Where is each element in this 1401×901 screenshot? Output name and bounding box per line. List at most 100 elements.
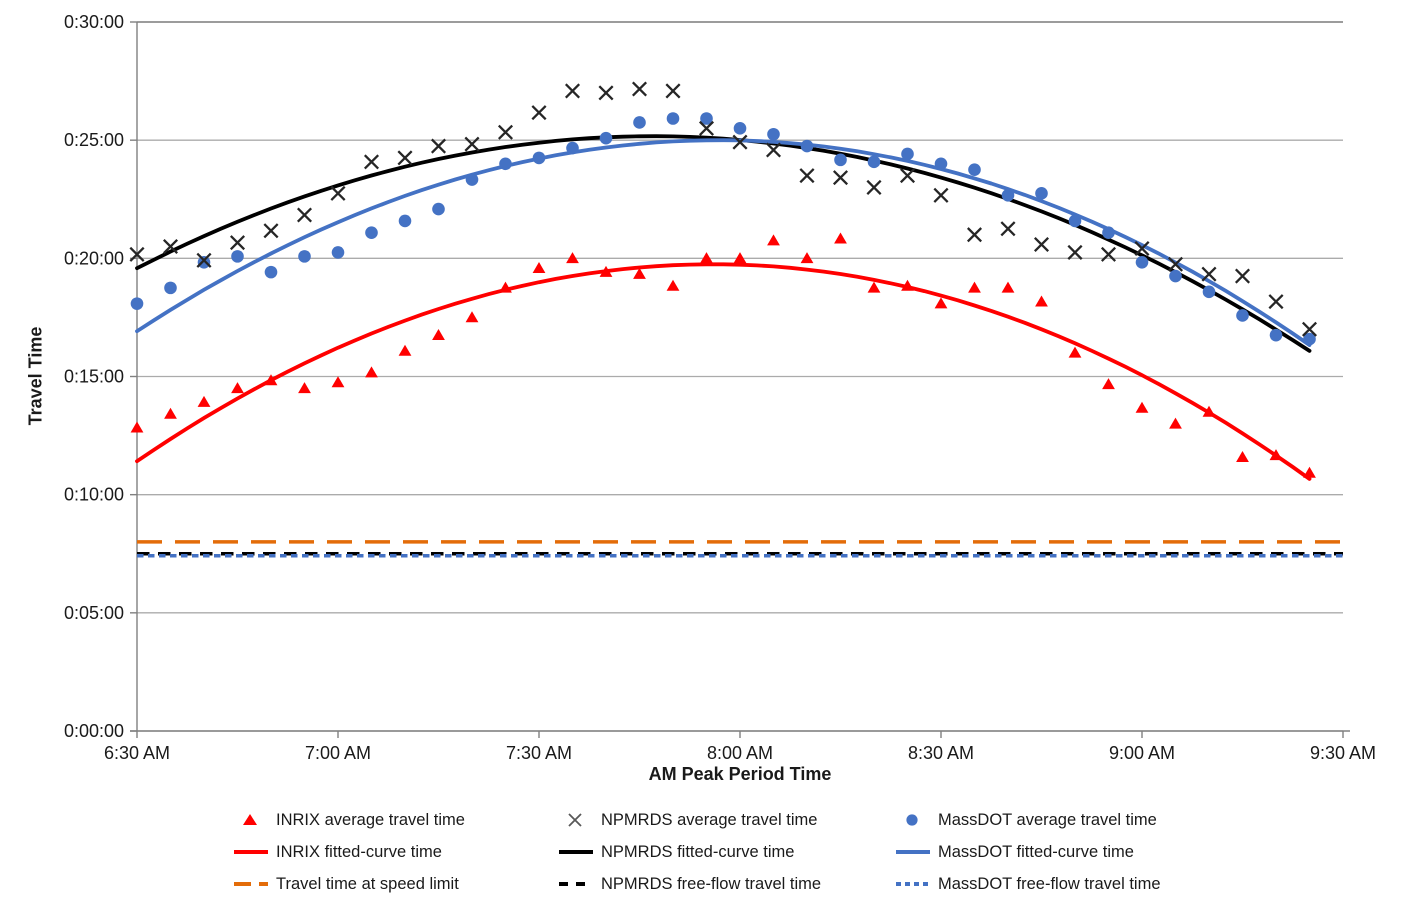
x-tick-label: 8:00 AM bbox=[707, 743, 773, 763]
scatter-point-npmrds bbox=[1167, 256, 1184, 272]
scatter-point-npmrds bbox=[1134, 240, 1150, 256]
y-tick-label: 0:25:00 bbox=[64, 130, 124, 150]
fitted-curve-massdot bbox=[135, 138, 1312, 347]
scatter-point-npmrds bbox=[765, 142, 782, 158]
legend-label: Travel time at speed limit bbox=[276, 874, 459, 893]
scatter-point-npmrds bbox=[866, 179, 882, 195]
legend-label: NPMRDS fitted-curve time bbox=[601, 842, 795, 861]
scatter-point-massdot bbox=[934, 157, 948, 171]
scatter-point-npmrds bbox=[196, 252, 212, 268]
legend-item-massdot-fitted: MassDOT fitted-curve time bbox=[895, 843, 1225, 862]
scatter-point-inrix bbox=[1001, 281, 1015, 293]
chart-legend: INRIX average travel time NPMRDS average… bbox=[233, 804, 1225, 900]
scatter-point-inrix bbox=[1102, 378, 1115, 390]
scatter-point-npmrds bbox=[698, 120, 715, 136]
scatter-point-npmrds bbox=[497, 124, 514, 140]
scatter-point-massdot bbox=[767, 127, 780, 141]
legend-item-massdot-freeflow: MassDOT free-flow travel time bbox=[895, 875, 1225, 894]
scatter-point-inrix bbox=[1169, 417, 1182, 429]
scatter-point-massdot bbox=[331, 246, 345, 259]
scatter-point-inrix bbox=[130, 421, 144, 433]
legend-item-massdot-average: MassDOT average travel time bbox=[895, 811, 1225, 830]
scatter-point-inrix bbox=[1269, 449, 1283, 461]
solid-line-icon bbox=[896, 850, 930, 854]
scatter-point-massdot bbox=[398, 214, 412, 228]
scatter-point-massdot bbox=[968, 163, 981, 177]
scatter-point-inrix bbox=[834, 232, 847, 244]
scatter-point-inrix bbox=[298, 382, 311, 394]
legend-label: MassDOT free-flow travel time bbox=[938, 874, 1161, 893]
scatter-point-massdot bbox=[499, 157, 512, 171]
scatter-point-npmrds bbox=[229, 235, 246, 251]
x-tick-label: 6:30 AM bbox=[104, 743, 170, 763]
legend-label: MassDOT average travel time bbox=[938, 810, 1157, 829]
scatter-point-npmrds bbox=[430, 138, 447, 154]
scatter-point-massdot bbox=[633, 116, 646, 129]
scatter-point-inrix bbox=[767, 234, 780, 246]
scatter-point-massdot bbox=[1135, 255, 1149, 269]
circle-icon bbox=[906, 814, 918, 826]
scatter-point-inrix bbox=[398, 344, 412, 356]
scatter-point-npmrds bbox=[933, 187, 949, 203]
triangle-icon bbox=[243, 814, 257, 825]
scatter-point-npmrds bbox=[799, 168, 815, 184]
y-tick-label: 0:20:00 bbox=[64, 248, 124, 268]
fitted-curve-inrix bbox=[135, 262, 1312, 481]
scatter-point-npmrds bbox=[129, 246, 145, 262]
scatter-point-npmrds bbox=[296, 207, 313, 223]
scatter-point-inrix bbox=[700, 252, 713, 264]
scatter-point-npmrds bbox=[330, 185, 346, 201]
legend-label: INRIX average travel time bbox=[276, 810, 465, 829]
legend-item-inrix-average: INRIX average travel time bbox=[233, 811, 558, 830]
long-dash-line-icon bbox=[234, 882, 268, 886]
scatter-point-npmrds bbox=[162, 239, 179, 255]
scatter-point-massdot bbox=[365, 226, 378, 240]
x-tick-label: 8:30 AM bbox=[908, 743, 974, 763]
scatter-point-inrix bbox=[365, 366, 378, 378]
scatter-point-inrix bbox=[867, 281, 881, 293]
legend-item-inrix-fitted: INRIX fitted-curve time bbox=[233, 843, 558, 862]
scatter-point-massdot bbox=[1102, 226, 1115, 240]
scatter-point-inrix bbox=[633, 267, 646, 279]
scatter-point-npmrds bbox=[531, 105, 547, 121]
scatter-point-inrix bbox=[432, 328, 445, 340]
legend-item-npmrds-average: NPMRDS average travel time bbox=[558, 811, 895, 830]
scatter-point-npmrds bbox=[1033, 237, 1050, 253]
scatter-point-inrix bbox=[231, 382, 244, 394]
scatter-point-npmrds bbox=[263, 223, 279, 239]
scatter-point-inrix bbox=[164, 407, 177, 419]
y-tick-label: 0:05:00 bbox=[64, 603, 124, 623]
scatter-point-massdot bbox=[1169, 269, 1182, 283]
scatter-point-massdot bbox=[733, 122, 747, 135]
scatter-point-inrix bbox=[901, 279, 914, 291]
legend-label: NPMRDS average travel time bbox=[601, 810, 818, 829]
scatter-point-npmrds bbox=[1000, 221, 1016, 237]
scatter-point-massdot bbox=[1035, 187, 1048, 200]
scatter-point-npmrds bbox=[832, 170, 849, 186]
scatter-point-npmrds bbox=[397, 150, 413, 166]
legend-item-speed-limit: Travel time at speed limit bbox=[233, 875, 558, 894]
scatter-point-npmrds bbox=[665, 83, 681, 99]
scatter-point-massdot bbox=[465, 173, 479, 186]
scatter-point-massdot bbox=[666, 112, 680, 125]
scatter-point-npmrds bbox=[1268, 294, 1284, 310]
scatter-point-inrix bbox=[331, 376, 345, 388]
scatter-point-massdot bbox=[1236, 309, 1249, 322]
scatter-point-inrix bbox=[599, 265, 613, 277]
scatter-point-inrix bbox=[1236, 451, 1249, 463]
scatter-point-inrix bbox=[800, 252, 814, 264]
scatter-point-npmrds bbox=[564, 83, 581, 99]
scatter-point-massdot bbox=[800, 139, 814, 153]
legend-item-npmrds-fitted: NPMRDS fitted-curve time bbox=[558, 843, 895, 862]
scatter-point-massdot bbox=[1303, 332, 1316, 346]
scatter-point-massdot bbox=[599, 131, 613, 145]
scatter-point-inrix bbox=[1202, 405, 1216, 417]
fitted-curve-npmrds bbox=[135, 134, 1312, 353]
scatter-point-npmrds bbox=[1067, 244, 1083, 260]
x-tick-label: 7:30 AM bbox=[506, 743, 572, 763]
scatter-point-massdot bbox=[834, 153, 847, 167]
scatter-point-inrix bbox=[532, 261, 546, 273]
legend-label: MassDOT fitted-curve time bbox=[938, 842, 1134, 861]
travel-time-chart: 0:00:00 0:05:00 0:10:00 0:15:00 0:20:00 0:25:… bbox=[64, 12, 1376, 763]
